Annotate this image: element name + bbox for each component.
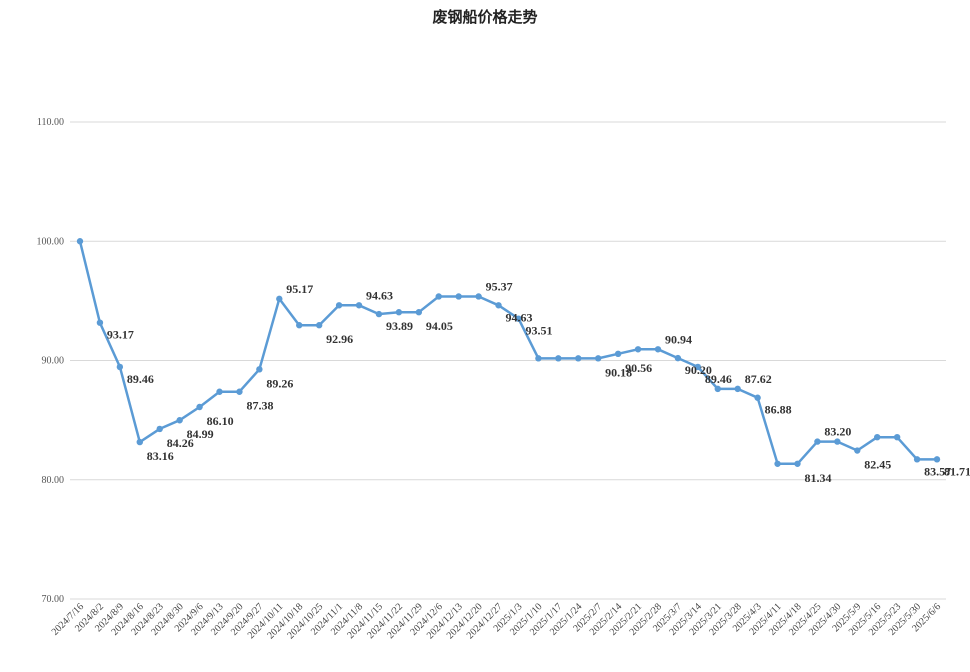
- data-label: 84.99: [187, 427, 214, 441]
- data-point: [415, 309, 423, 316]
- data-point: [575, 355, 582, 362]
- data-point: [634, 346, 642, 353]
- chart-title: 废钢船价格走势: [432, 8, 538, 26]
- data-point: [714, 385, 721, 393]
- data-label: 95.17: [286, 282, 313, 296]
- data-point: [256, 366, 263, 373]
- data-label: 87.62: [745, 372, 772, 386]
- y-tick-label: 100.00: [37, 236, 65, 247]
- data-point: [734, 385, 741, 393]
- data-label: 86.88: [765, 403, 792, 417]
- data-point: [674, 354, 682, 362]
- data-point: [874, 433, 881, 441]
- data-point: [594, 355, 602, 362]
- data-point: [355, 302, 363, 309]
- data-point: [176, 417, 183, 424]
- data-label: 89.46: [705, 372, 732, 386]
- data-label: 94.63: [366, 288, 393, 302]
- data-point: [375, 310, 383, 318]
- data-point: [774, 460, 781, 467]
- y-tick-label: 80.00: [42, 475, 65, 486]
- series-price: [78, 241, 937, 466]
- data-point: [335, 302, 343, 309]
- data-label: 83.57: [924, 464, 951, 478]
- data-label: 94.05: [426, 319, 453, 333]
- data-label: 86.10: [207, 414, 234, 428]
- data-label: 90.20: [685, 363, 712, 377]
- data-label: 94.63: [506, 310, 533, 324]
- data-label: 84.26: [167, 436, 194, 450]
- data-point: [435, 293, 442, 300]
- data-point: [535, 355, 542, 362]
- y-tick-label: 110.00: [37, 117, 64, 128]
- x-axis-ticks: 2024/7/162024/8/22024/8/92024/8/162024/8…: [50, 601, 943, 641]
- data-point: [475, 293, 482, 300]
- data-label: 82.45: [864, 458, 891, 472]
- data-point: [116, 363, 124, 371]
- data-point: [913, 456, 921, 463]
- data-point: [276, 295, 283, 303]
- data-point: [933, 456, 941, 463]
- data-label: 93.51: [525, 324, 552, 338]
- data-label: 89.46: [127, 372, 154, 386]
- data-point: [236, 388, 243, 395]
- data-label: 81.34: [804, 471, 831, 485]
- data-point: [395, 309, 403, 316]
- data-point: [814, 438, 821, 445]
- data-label: 93.89: [386, 319, 413, 333]
- data-label: 81.71: [944, 464, 970, 478]
- y-tick-label: 90.00: [42, 356, 65, 367]
- data-label: 93.17: [107, 328, 134, 342]
- data-label: 87.38: [246, 399, 273, 413]
- data-point: [893, 433, 901, 441]
- data-point: [794, 460, 801, 467]
- data-point: [196, 403, 203, 411]
- data-point: [614, 350, 622, 358]
- data-label: 90.94: [665, 332, 692, 346]
- data-point: [555, 355, 562, 362]
- data-point: [515, 315, 522, 322]
- data-label: 95.37: [486, 279, 513, 293]
- data-point: [96, 319, 104, 326]
- data-point: [76, 238, 84, 245]
- data-point: [654, 346, 662, 353]
- data-label: 90.56: [625, 361, 652, 375]
- data-label: 89.26: [266, 376, 293, 390]
- data-point: [216, 388, 223, 395]
- data-point: [136, 438, 143, 446]
- data-label: 83.20: [824, 425, 851, 439]
- data-point: [156, 425, 163, 433]
- grid-lines: [70, 121, 946, 600]
- data-label: 90.18: [605, 365, 632, 379]
- data-point: [834, 438, 841, 445]
- series-line: [78, 241, 937, 466]
- data-point: [854, 447, 861, 454]
- data-point: [296, 322, 303, 329]
- data-points: [76, 238, 941, 467]
- y-axis-ticks: 70.00 80.00 90.00 100.00 110.00: [37, 117, 65, 605]
- y-tick-label: 70.00: [42, 594, 65, 605]
- data-point: [694, 363, 702, 371]
- data-label: 83.16: [147, 449, 174, 463]
- data-point: [315, 322, 323, 329]
- data-point: [495, 302, 502, 309]
- data-point: [754, 394, 761, 401]
- data-label: 92.96: [326, 332, 353, 346]
- data-point: [455, 293, 462, 300]
